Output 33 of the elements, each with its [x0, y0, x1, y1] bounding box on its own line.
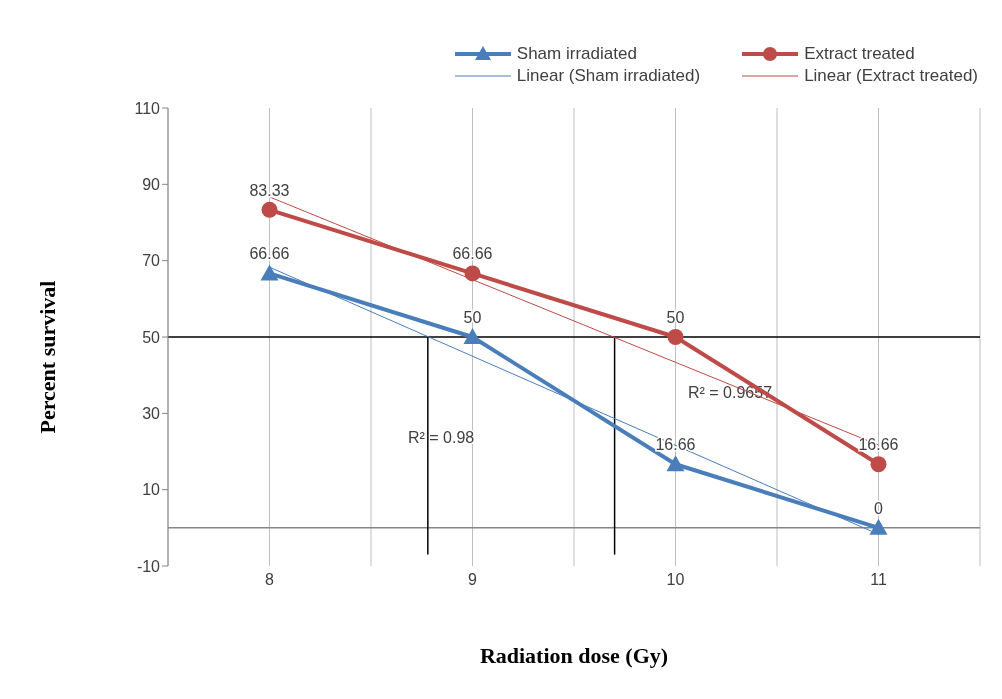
data-label: 0: [874, 499, 884, 517]
y-tick-label: -10: [136, 557, 161, 575]
data-label: 50: [463, 309, 482, 326]
x-axis-title: Radiation dose (Gy): [479, 643, 669, 669]
data-label: 66.66: [249, 245, 290, 263]
point: [464, 265, 481, 282]
x-tick-label: 9: [468, 571, 478, 589]
x-tick-label: 11: [870, 571, 887, 589]
legend-label: Sham irradiated: [516, 44, 637, 64]
annotation: R² = 0.98: [408, 429, 475, 446]
y-axis-title: Percent survival: [35, 280, 61, 434]
x-tick-label: 8: [265, 571, 275, 589]
point: [261, 201, 278, 218]
point: [870, 456, 887, 473]
point: [667, 329, 684, 345]
data-label: 16.66: [858, 436, 899, 454]
point: [260, 264, 279, 281]
y-tick-label: 10: [142, 481, 161, 499]
data-label: 50: [666, 309, 685, 326]
y-tick-label: 110: [134, 99, 161, 117]
legend-label: Linear (Extract treated): [804, 66, 978, 86]
data-label: 66.66: [452, 245, 493, 263]
point: [463, 328, 482, 344]
x-tick-label: 10: [666, 571, 685, 589]
legend-label: Linear (Sham irradiated): [516, 66, 701, 86]
y-tick-label: 90: [142, 176, 161, 194]
point: [666, 455, 685, 472]
y-tick-label: 30: [142, 405, 161, 423]
legend-label: Extract treated: [804, 44, 915, 64]
data-label: 83.33: [249, 181, 290, 199]
point: [869, 518, 888, 535]
y-tick-label: 50: [142, 328, 161, 346]
y-tick-label: 70: [142, 252, 161, 270]
